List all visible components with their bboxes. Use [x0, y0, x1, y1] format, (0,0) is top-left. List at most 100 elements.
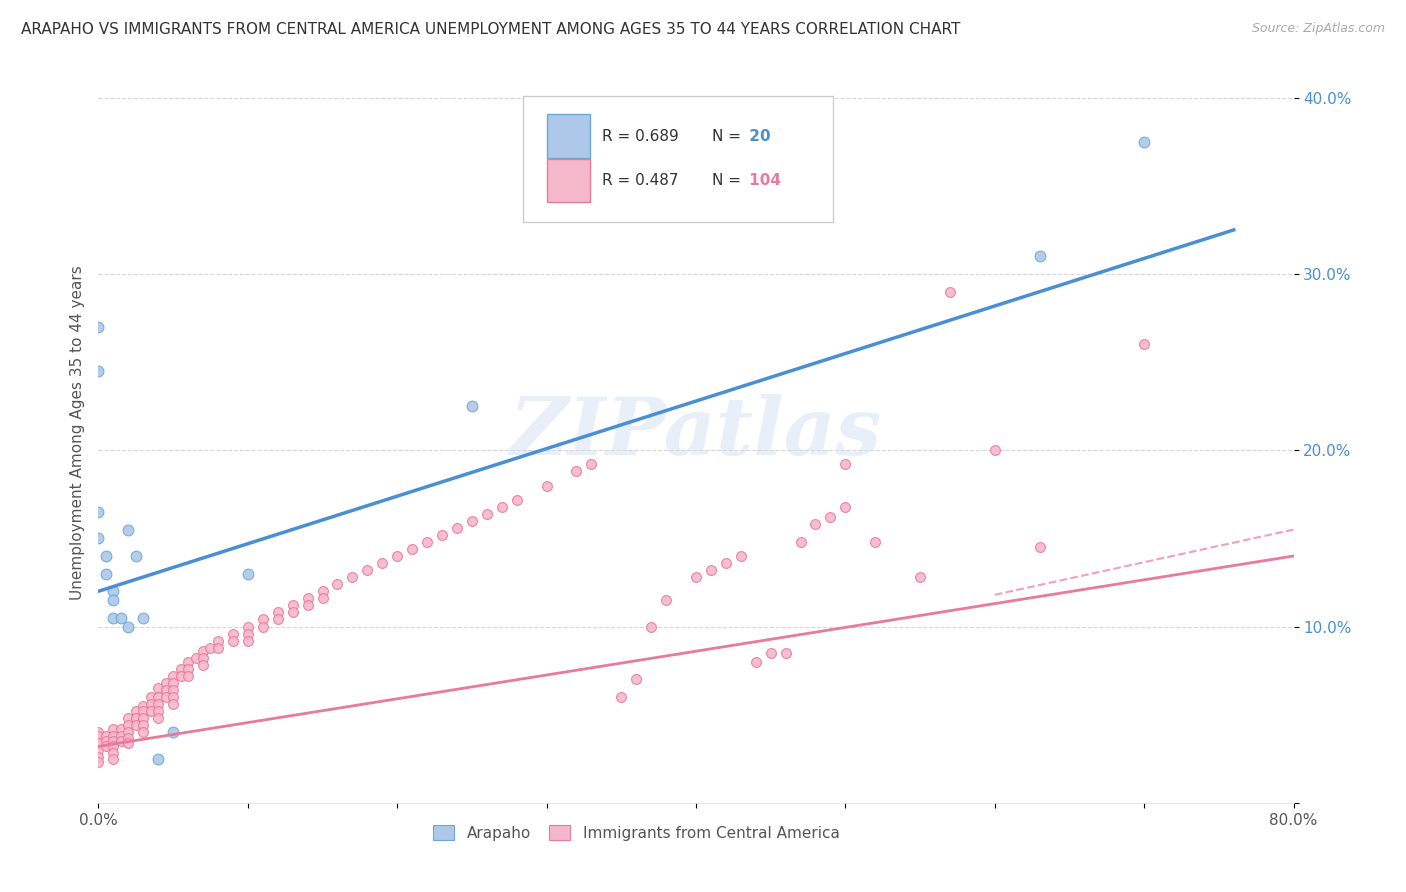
Point — [610, 690, 633, 704]
FancyBboxPatch shape — [547, 159, 589, 202]
Text: ARAPAHO VS IMMIGRANTS FROM CENTRAL AMERICA UNEMPLOYMENT AMONG AGES 35 TO 44 YEAR: ARAPAHO VS IMMIGRANTS FROM CENTRAL AMERI… — [21, 22, 960, 37]
Point — [162, 683, 184, 698]
Point — [461, 399, 484, 413]
Point — [132, 610, 155, 624]
Point — [700, 563, 723, 577]
Point — [132, 698, 155, 713]
Point — [191, 658, 214, 673]
Point — [416, 535, 439, 549]
Point — [103, 584, 125, 599]
Point — [236, 626, 259, 640]
Point — [252, 619, 274, 633]
Point — [177, 669, 200, 683]
Point — [103, 739, 125, 754]
Text: 104: 104 — [744, 173, 780, 188]
Point — [139, 690, 162, 704]
Point — [1028, 249, 1050, 263]
Point — [446, 521, 468, 535]
Point — [184, 651, 207, 665]
Point — [155, 683, 177, 698]
Point — [252, 612, 274, 626]
Point — [191, 651, 214, 665]
Point — [267, 606, 290, 620]
Point — [162, 697, 184, 711]
Point — [110, 610, 132, 624]
Point — [640, 619, 662, 633]
Point — [87, 729, 110, 743]
Point — [148, 704, 170, 718]
Point — [94, 734, 117, 748]
Point — [169, 662, 191, 676]
Point — [87, 736, 110, 750]
Point — [191, 644, 214, 658]
Point — [103, 734, 125, 748]
Point — [148, 697, 170, 711]
Point — [132, 711, 155, 725]
Point — [297, 591, 319, 606]
Point — [820, 510, 842, 524]
Text: R = 0.689: R = 0.689 — [602, 129, 678, 144]
Point — [908, 570, 931, 584]
Point — [207, 633, 229, 648]
Point — [804, 517, 827, 532]
Point — [506, 492, 529, 507]
Point — [1133, 337, 1156, 351]
Point — [155, 676, 177, 690]
Point — [385, 549, 409, 563]
Point — [148, 681, 170, 696]
Point — [117, 523, 139, 537]
Point — [103, 729, 125, 743]
Point — [775, 646, 797, 660]
Point — [200, 640, 222, 655]
FancyBboxPatch shape — [547, 114, 589, 158]
Point — [110, 734, 132, 748]
Text: 20: 20 — [744, 129, 770, 144]
Point — [759, 646, 782, 660]
Point — [536, 478, 558, 492]
Point — [139, 704, 162, 718]
Point — [148, 711, 170, 725]
Point — [1028, 540, 1050, 554]
Point — [155, 690, 177, 704]
Point — [177, 655, 200, 669]
Point — [326, 577, 349, 591]
Point — [626, 673, 648, 687]
Point — [475, 507, 498, 521]
Point — [236, 619, 259, 633]
Point — [87, 532, 110, 546]
Point — [125, 549, 148, 563]
Point — [581, 458, 603, 472]
Point — [356, 563, 378, 577]
Point — [103, 752, 125, 766]
Point — [103, 593, 125, 607]
Point — [110, 722, 132, 736]
Point — [834, 500, 856, 514]
Point — [401, 541, 423, 556]
Point — [461, 514, 484, 528]
Point — [103, 722, 125, 736]
Point — [117, 736, 139, 750]
Point — [125, 718, 148, 732]
Point — [162, 725, 184, 739]
Point — [87, 725, 110, 739]
Point — [117, 731, 139, 745]
Point — [94, 566, 117, 581]
Point — [685, 570, 707, 584]
Point — [117, 619, 139, 633]
Point — [87, 750, 110, 764]
Point — [297, 599, 319, 613]
Point — [207, 640, 229, 655]
Point — [94, 739, 117, 754]
Legend: Arapaho, Immigrants from Central America: Arapaho, Immigrants from Central America — [427, 819, 845, 847]
Point — [865, 535, 887, 549]
Point — [789, 535, 811, 549]
Point — [94, 729, 117, 743]
Point — [169, 669, 191, 683]
Point — [110, 729, 132, 743]
Point — [117, 711, 139, 725]
Point — [745, 655, 768, 669]
Point — [1133, 135, 1156, 149]
Point — [132, 718, 155, 732]
Point — [94, 549, 117, 563]
Point — [222, 633, 245, 648]
